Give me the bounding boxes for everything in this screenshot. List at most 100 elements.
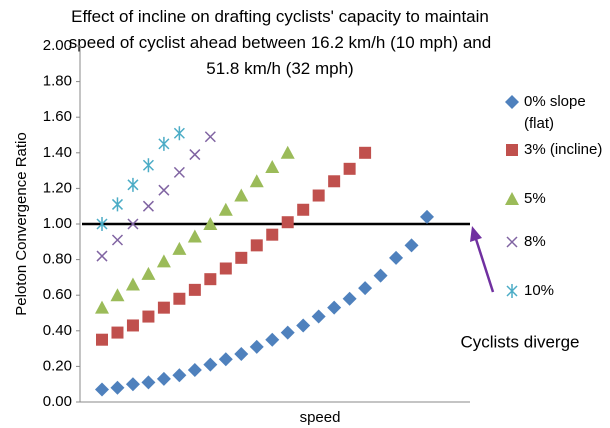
point <box>125 277 140 291</box>
point <box>280 145 295 159</box>
point <box>266 228 279 241</box>
legend-label: 8% <box>524 233 546 250</box>
point <box>111 326 124 339</box>
point <box>204 131 216 143</box>
point <box>96 217 108 231</box>
y-tick-label: 1.20 <box>43 179 72 196</box>
legend-label: 5% <box>524 190 546 207</box>
point <box>96 333 108 346</box>
y-tick-label: 0.80 <box>43 251 72 268</box>
point <box>218 352 233 367</box>
point <box>141 375 156 390</box>
legend-label: 10% <box>524 282 555 299</box>
point <box>188 283 201 296</box>
point <box>420 209 434 224</box>
point <box>281 216 294 229</box>
legend-label: 0% slope (flat) <box>524 93 586 132</box>
point <box>218 202 233 216</box>
point <box>265 332 280 347</box>
legend-marker <box>505 95 519 109</box>
y-tick-label: 1.80 <box>43 73 72 90</box>
point <box>187 362 202 377</box>
y-tick-label: 1.40 <box>43 144 72 161</box>
point <box>158 184 170 196</box>
point <box>127 218 139 230</box>
y-tick-label: 0.20 <box>43 357 72 374</box>
point <box>126 319 139 332</box>
point <box>358 281 373 296</box>
point <box>95 382 109 397</box>
point <box>189 149 201 161</box>
point <box>110 288 125 302</box>
annotation-arrow <box>473 235 495 293</box>
point <box>142 158 154 173</box>
point <box>157 301 170 314</box>
point <box>359 146 372 159</box>
legend-box: 10% <box>524 282 555 299</box>
legend-label: 3% (incline) <box>524 141 603 158</box>
point <box>342 291 357 306</box>
y-tick-label: 0.00 <box>43 393 72 410</box>
point <box>187 229 202 243</box>
y-tick-label: 1.60 <box>43 108 72 125</box>
point <box>234 188 249 202</box>
point <box>173 292 186 305</box>
point <box>204 273 217 286</box>
point <box>173 166 185 178</box>
y-tick-label: 0.60 <box>43 286 72 303</box>
point <box>158 136 170 151</box>
y-tick-label: 2.00 <box>43 37 72 54</box>
point <box>265 160 280 174</box>
arrow-head <box>470 226 482 242</box>
point <box>235 251 248 264</box>
legend-marker <box>506 144 518 156</box>
y-axis-label: Peloton Convergence Ratio <box>13 132 30 315</box>
point <box>156 371 171 386</box>
legend-box: 5% <box>524 190 546 207</box>
point <box>127 177 139 192</box>
point <box>311 309 326 324</box>
point <box>203 217 218 230</box>
point <box>111 197 124 212</box>
point <box>312 189 325 202</box>
point <box>142 200 154 212</box>
legend-box: 0% slope (flat) <box>524 93 586 132</box>
point <box>250 239 263 252</box>
point <box>111 234 124 246</box>
point <box>343 162 356 175</box>
title-box: Effect of incline on drafting cyclists' … <box>68 7 492 78</box>
point <box>203 357 218 372</box>
point <box>296 318 311 333</box>
point <box>219 262 232 275</box>
point <box>389 250 404 265</box>
point <box>404 238 419 253</box>
point <box>110 380 125 395</box>
annotation: Cyclists diverge <box>460 332 579 351</box>
point <box>327 300 342 315</box>
legend-box: 3% (incline) <box>524 141 603 158</box>
point <box>249 339 264 354</box>
point <box>95 300 109 314</box>
x-axis-label: speed <box>300 409 341 426</box>
point <box>172 241 187 255</box>
point <box>125 377 140 392</box>
point <box>172 368 187 383</box>
legend-box: 8% <box>524 233 546 250</box>
point <box>156 254 171 268</box>
chart-title: Effect of incline on drafting cyclists' … <box>68 7 492 78</box>
point <box>173 126 185 141</box>
point <box>141 266 156 280</box>
point <box>280 325 295 340</box>
point <box>249 174 264 188</box>
y-tick-label: 1.00 <box>43 215 72 232</box>
point <box>96 250 108 262</box>
legend-marker <box>505 192 519 205</box>
point <box>142 310 155 323</box>
legend-marker <box>506 284 518 298</box>
y-tick-label: 0.40 <box>43 322 72 339</box>
point <box>234 346 249 361</box>
point <box>373 268 388 283</box>
point <box>328 175 341 188</box>
legend-marker <box>506 236 518 248</box>
